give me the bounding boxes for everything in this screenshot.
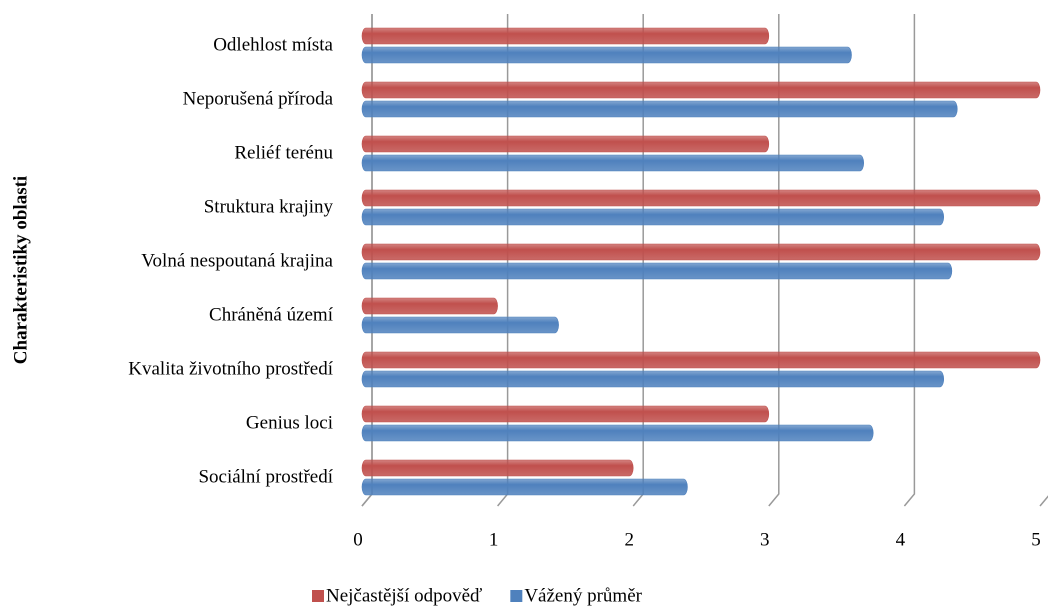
bar: [361, 424, 874, 442]
bar: [361, 135, 770, 153]
grid-line: [903, 14, 916, 507]
bar: [361, 459, 634, 477]
bar: [361, 243, 1041, 261]
bar: [361, 297, 498, 315]
bar: [361, 370, 945, 388]
bar: [361, 208, 945, 226]
y-tick-label: Reliéf terénu: [234, 142, 333, 163]
bar: [361, 262, 953, 280]
legend-swatch: [312, 590, 324, 602]
bar: [361, 351, 1041, 369]
x-tick-label: 0: [353, 529, 363, 550]
bar: [361, 100, 958, 118]
x-tick-label: 5: [1031, 529, 1041, 550]
y-tick-label: Kvalita životního prostředí: [128, 358, 333, 379]
bar: [361, 154, 865, 172]
y-tick-label: Neporušená příroda: [183, 88, 334, 109]
legend-label: Vážený průměr: [524, 585, 642, 606]
y-tick-label: Struktura krajiny: [204, 196, 334, 217]
bar: [361, 478, 688, 496]
legend-swatch: [510, 590, 523, 602]
bar: [361, 316, 559, 334]
x-tick-label: 3: [760, 529, 770, 550]
bar: [361, 81, 1041, 99]
y-tick-label: Genius loci: [246, 412, 333, 433]
bar: [361, 27, 770, 45]
y-tick-label: Sociální prostředí: [198, 466, 333, 487]
x-tick-label: 1: [489, 529, 499, 550]
grid-line: [768, 14, 780, 507]
y-tick-label: Chráněná území: [209, 304, 334, 325]
y-tick-label: Volná nespoutaná krajina: [141, 250, 333, 271]
bar: [361, 405, 770, 423]
bar: [361, 46, 852, 64]
x-tick-label: 2: [624, 529, 634, 550]
x-tick-label: 4: [896, 529, 906, 550]
grid-line: [1039, 495, 1048, 507]
y-axis-title: Charakteristiky oblasti: [10, 176, 31, 364]
bar: [361, 189, 1041, 207]
y-tick-label: Odlehlost místa: [213, 34, 333, 55]
legend-label: Nejčastější odpověď: [326, 585, 482, 606]
